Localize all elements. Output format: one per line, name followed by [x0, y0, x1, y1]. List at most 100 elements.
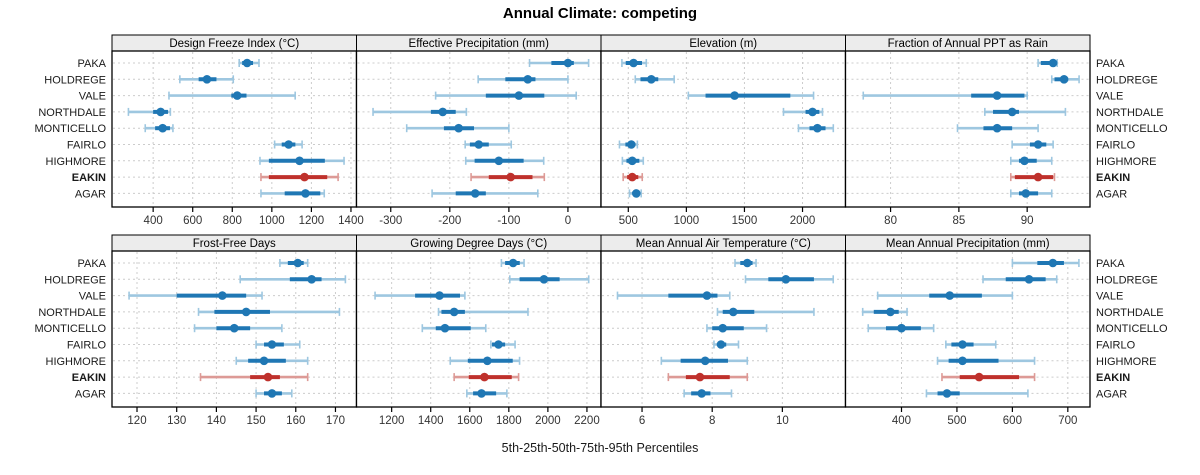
median-dot — [1048, 58, 1058, 68]
median-dot — [241, 307, 251, 317]
median-dot — [514, 91, 524, 100]
axis-tick-label: -200 — [438, 215, 461, 227]
row-label-right: HIGHMORE — [1096, 356, 1157, 368]
median-dot — [1020, 156, 1029, 166]
median-dot — [646, 75, 656, 84]
axis-tick-label: 10 — [776, 415, 789, 427]
median-dot — [158, 123, 167, 133]
median-dot — [449, 307, 459, 317]
median-dot — [477, 389, 486, 398]
median-dot — [232, 91, 242, 100]
row-label-left: MONTICELLO — [34, 323, 106, 335]
median-dot — [156, 107, 165, 117]
row-label-right: AGAR — [1096, 188, 1127, 200]
median-dot — [629, 58, 638, 68]
axis-tick-label: 1200 — [379, 415, 405, 427]
row-label-left: VALE — [79, 291, 106, 303]
median-dot — [295, 156, 304, 166]
axis-tick-label: 140 — [207, 415, 226, 427]
axis-tick-label: 2000 — [535, 415, 561, 427]
median-dot — [974, 372, 984, 382]
median-dot — [897, 323, 906, 333]
median-dot — [781, 275, 791, 284]
median-dot — [470, 189, 480, 198]
median-dot — [958, 340, 967, 349]
median-dot — [259, 356, 269, 366]
axis-tick-label: 1000 — [674, 215, 700, 227]
chart-title: Annual Climate: competing — [502, 5, 698, 22]
axis-tick-label: 800 — [223, 215, 242, 227]
median-dot — [438, 107, 448, 117]
row-label-right: EAKIN — [1096, 372, 1130, 384]
row-label-right: HOLDREGE — [1096, 274, 1158, 286]
median-dot — [718, 323, 728, 333]
row-label-left: AGAR — [75, 388, 106, 400]
median-dot — [700, 356, 710, 366]
row-label-left: HOLDREGE — [44, 274, 106, 286]
axis-tick-label: 600 — [183, 215, 202, 227]
median-dot — [539, 275, 549, 284]
row-label-left: HIGHMORE — [46, 356, 107, 368]
axis-tick-label: 80 — [884, 215, 897, 227]
median-dot — [1033, 172, 1043, 182]
median-dot — [202, 75, 212, 84]
median-dot — [716, 340, 726, 349]
median-dot — [992, 123, 1002, 133]
row-label-left: HOLDREGE — [44, 74, 106, 86]
chart-caption: 5th-25th-50th-75th-95th Percentiles — [501, 441, 699, 455]
row-label-right: VALE — [1096, 91, 1123, 103]
median-dot — [300, 172, 309, 182]
median-dot — [218, 291, 227, 300]
median-dot — [474, 140, 484, 149]
axis-tick-label: 120 — [127, 415, 146, 427]
median-dot — [242, 58, 252, 68]
panel-header-label: Growing Degree Days (°C) — [410, 238, 547, 250]
median-dot — [563, 58, 573, 68]
median-dot — [483, 356, 492, 366]
median-dot — [494, 156, 504, 166]
median-dot — [523, 75, 533, 84]
row-label-left: AGAR — [75, 188, 106, 200]
row-label-left: NORTHDALE — [38, 107, 106, 119]
median-dot — [728, 307, 738, 317]
median-dot — [1024, 275, 1034, 284]
panel-header-label: Mean Annual Air Temperature (°C) — [636, 238, 811, 250]
median-dot — [293, 258, 303, 268]
axis-tick-label: -300 — [379, 215, 402, 227]
panel-header-label: Fraction of Annual PPT as Rain — [888, 38, 1048, 50]
median-dot — [435, 291, 444, 300]
axis-tick-label: 160 — [286, 415, 305, 427]
row-label-right: FAIRLO — [1096, 140, 1136, 152]
axis-tick-label: 1600 — [457, 415, 483, 427]
axis-tick-label: 400 — [144, 215, 163, 227]
axis-tick-label: 90 — [1021, 215, 1034, 227]
median-dot — [454, 123, 463, 133]
median-dot — [942, 389, 952, 398]
median-dot — [697, 389, 706, 398]
panel-header-label: Elevation (m) — [689, 38, 757, 50]
median-dot — [627, 172, 637, 182]
axis-tick-label: 2200 — [574, 415, 600, 427]
row-label-left: PAKA — [77, 58, 106, 70]
axis-tick-label: 400 — [892, 415, 911, 427]
row-label-left: EAKIN — [72, 172, 106, 184]
median-dot — [808, 107, 817, 117]
panel-header-label: Design Freeze Index (°C) — [169, 38, 299, 50]
axis-tick-label: 1000 — [259, 215, 285, 227]
median-dot — [702, 291, 712, 300]
median-dot — [813, 123, 822, 133]
median-dot — [632, 189, 641, 198]
axis-tick-label: -100 — [497, 215, 520, 227]
median-dot — [307, 275, 316, 284]
axis-tick-label: 1800 — [496, 415, 522, 427]
median-dot — [627, 156, 637, 166]
row-label-right: NORTHDALE — [1096, 107, 1164, 119]
median-dot — [284, 140, 293, 149]
median-dot — [440, 323, 450, 333]
median-dot — [945, 291, 955, 300]
row-label-right: PAKA — [1096, 258, 1125, 270]
row-label-right: NORTHDALE — [1096, 307, 1164, 319]
median-dot — [229, 323, 239, 333]
